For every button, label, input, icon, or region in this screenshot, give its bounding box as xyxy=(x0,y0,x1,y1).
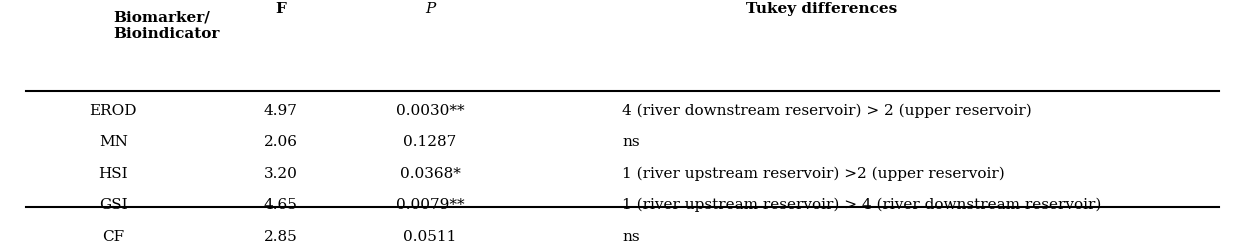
Text: 1 (river upstream reservoir) > 4 (river downstream reservoir): 1 (river upstream reservoir) > 4 (river … xyxy=(622,198,1102,212)
Text: MN: MN xyxy=(98,135,128,149)
Text: 4.65: 4.65 xyxy=(264,198,298,212)
Text: GSI: GSI xyxy=(98,198,127,212)
Text: 2.06: 2.06 xyxy=(264,135,298,149)
Text: Tukey differences: Tukey differences xyxy=(746,2,896,16)
Text: 0.1287: 0.1287 xyxy=(403,135,457,149)
Text: 0.0511: 0.0511 xyxy=(403,230,457,243)
Text: P: P xyxy=(425,2,435,16)
Text: ns: ns xyxy=(622,230,640,243)
Text: 4.97: 4.97 xyxy=(264,104,298,118)
Text: ns: ns xyxy=(622,135,640,149)
Text: Biomarker/
Bioindicator: Biomarker/ Bioindicator xyxy=(113,10,219,41)
Text: 4 (river downstream reservoir) > 2 (upper reservoir): 4 (river downstream reservoir) > 2 (uppe… xyxy=(622,104,1032,118)
Text: 0.0030**: 0.0030** xyxy=(396,104,464,118)
Text: 0.0368*: 0.0368* xyxy=(400,167,461,181)
Text: HSI: HSI xyxy=(98,167,128,181)
Text: 3.20: 3.20 xyxy=(264,167,298,181)
Text: 2.85: 2.85 xyxy=(264,230,298,243)
Text: CF: CF xyxy=(102,230,124,243)
Text: F: F xyxy=(275,2,286,16)
Text: 1 (river upstream reservoir) >2 (upper reservoir): 1 (river upstream reservoir) >2 (upper r… xyxy=(622,166,1005,181)
Text: 0.0079**: 0.0079** xyxy=(396,198,464,212)
Text: EROD: EROD xyxy=(90,104,137,118)
